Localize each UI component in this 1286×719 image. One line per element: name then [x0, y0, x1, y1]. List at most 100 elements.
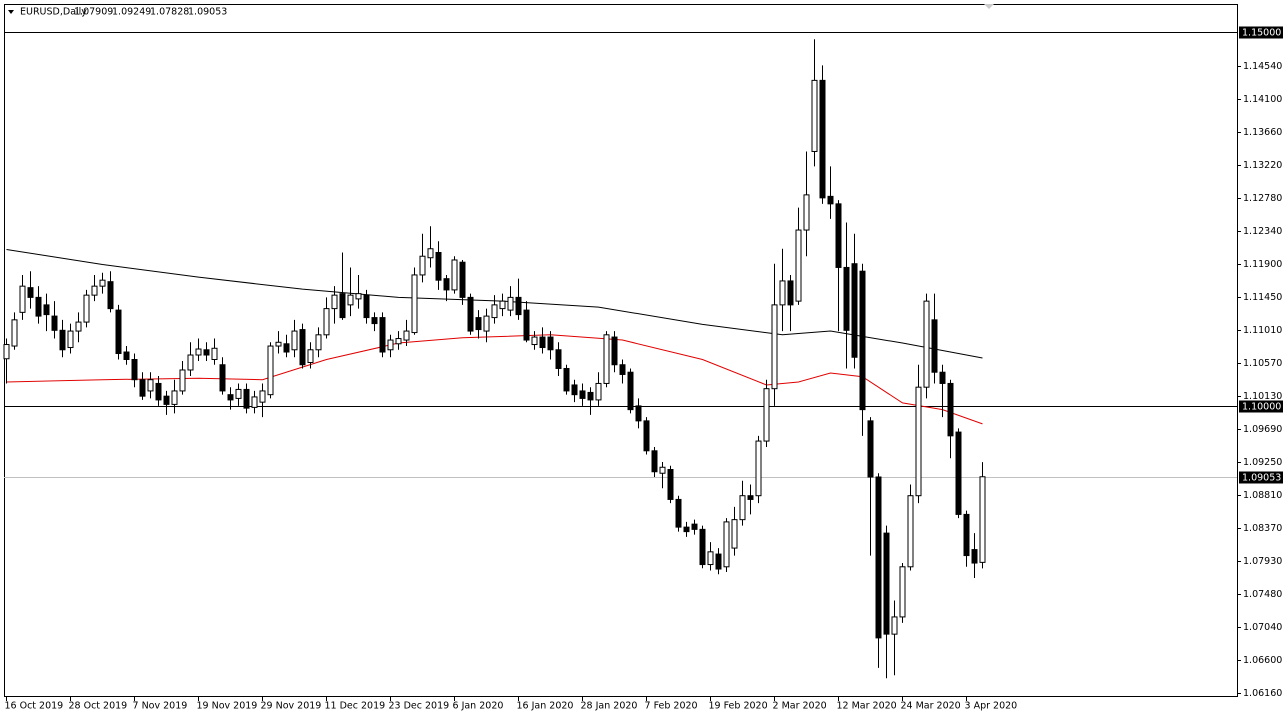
candle-body	[539, 336, 546, 349]
candle-body	[763, 388, 770, 442]
candle-body	[19, 285, 26, 313]
header-low: 1.07828	[150, 7, 189, 18]
candle-body	[595, 382, 602, 401]
y-tick-label: 1.10130	[1243, 391, 1282, 402]
y-tick-label: 1.13660	[1243, 127, 1282, 138]
x-tick-label: 28 Jan 2020	[581, 701, 638, 712]
candle-body	[235, 388, 242, 399]
candle-body	[659, 466, 666, 474]
moving-average	[6, 334, 983, 425]
candle-body	[59, 329, 66, 351]
candle-body	[459, 261, 466, 298]
candle-body	[635, 405, 642, 422]
bid-line-label-box	[1239, 471, 1283, 484]
candle-body	[307, 349, 314, 363]
candle-body	[787, 280, 794, 306]
x-tick-label: 29 Nov 2019	[261, 701, 322, 712]
candle-body	[123, 351, 130, 361]
candle-body	[363, 294, 370, 319]
candle-body	[419, 255, 426, 276]
y-tick-label: 1.08810	[1243, 490, 1282, 501]
candle-body	[771, 304, 778, 390]
candle-body	[43, 304, 50, 316]
candle-body	[899, 566, 906, 618]
header-open: 1.07909	[74, 7, 113, 18]
candle-body	[387, 339, 394, 351]
candle-body	[171, 390, 178, 405]
y-tick-label: 1.07040	[1243, 622, 1282, 633]
candle-body	[115, 309, 122, 355]
candle-body	[251, 396, 258, 408]
moving-average	[6, 248, 983, 359]
candle-body	[275, 341, 282, 347]
candle-body	[27, 287, 34, 298]
candle-body	[531, 336, 538, 346]
candle-body	[779, 280, 786, 306]
candle-body	[939, 371, 946, 384]
candle-body	[699, 528, 706, 566]
candle-body	[331, 294, 338, 310]
y-tick-label: 1.09250	[1243, 457, 1282, 468]
candle-body	[715, 553, 722, 570]
candle-body	[267, 345, 274, 396]
candle-body	[843, 266, 850, 331]
x-tick-label: 11 Dec 2019	[325, 701, 386, 712]
symbol: EURUSD,Daily	[20, 7, 87, 18]
candle-body	[315, 334, 322, 351]
level-line-label-box	[1239, 400, 1283, 413]
candle-body	[339, 293, 346, 319]
y-tick-label: 1.14540	[1243, 61, 1282, 72]
y-tick-label: 1.12780	[1243, 193, 1282, 204]
x-tick-label: 16 Oct 2019	[5, 701, 64, 712]
x-tick-label: 19 Nov 2019	[197, 701, 258, 712]
candle-body	[379, 317, 386, 353]
candle-body	[979, 476, 986, 563]
candle-body	[147, 379, 154, 392]
candle-body	[291, 330, 298, 351]
x-tick-label: 24 Mar 2020	[901, 701, 961, 712]
candle-body	[259, 390, 266, 403]
candle-body	[203, 349, 210, 356]
candle-body	[747, 495, 754, 500]
y-tick-label: 1.14100	[1243, 94, 1282, 105]
candle-body	[755, 440, 762, 497]
candle-body	[867, 420, 874, 478]
candle-body	[443, 278, 450, 291]
x-tick-label: 7 Nov 2019	[133, 701, 188, 712]
candle-body	[795, 229, 802, 302]
candle-body	[587, 391, 594, 401]
candle-body	[371, 317, 378, 325]
candle-body	[731, 519, 738, 549]
candle-body	[467, 296, 474, 332]
candle-body	[451, 259, 458, 291]
candle-body	[547, 336, 554, 351]
bid-line-label: 1.09053	[1242, 473, 1281, 484]
candle-body	[395, 338, 402, 345]
candle-body	[971, 549, 978, 564]
y-tick-label: 1.07480	[1243, 589, 1282, 600]
y-tick-label: 1.08370	[1243, 523, 1282, 534]
candle-body	[691, 523, 698, 530]
candle-body	[835, 203, 842, 268]
candle-body	[195, 348, 202, 356]
candle-body	[611, 336, 618, 366]
candle-body	[515, 296, 522, 316]
x-tick-label: 23 Dec 2019	[389, 701, 450, 712]
candle-body	[627, 371, 634, 411]
candle-body	[83, 294, 90, 323]
candle-body	[211, 347, 218, 360]
x-tick-label: 6 Jan 2020	[453, 701, 504, 712]
candle-body	[179, 369, 186, 392]
candle-body	[571, 384, 578, 396]
candle-body	[851, 263, 858, 358]
y-tick-label: 1.12340	[1243, 226, 1282, 237]
candle-body	[955, 431, 962, 515]
menu-arrow[interactable]	[8, 10, 14, 14]
candle-body	[683, 526, 690, 533]
candle-body	[91, 285, 98, 296]
candle-body	[3, 344, 10, 360]
candle-body	[411, 274, 418, 334]
y-tick-label: 1.09690	[1243, 424, 1282, 435]
candle-body	[75, 321, 82, 332]
